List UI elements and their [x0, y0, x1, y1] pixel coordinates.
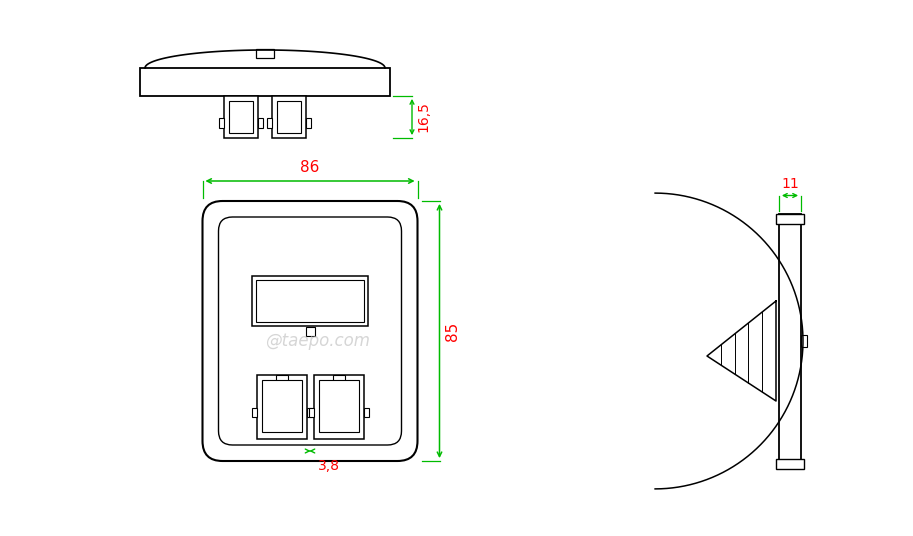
Bar: [258, 118, 263, 128]
Bar: [256, 280, 364, 322]
Text: 86: 86: [300, 160, 320, 175]
Bar: [267, 118, 272, 128]
Bar: [272, 96, 306, 138]
Bar: [251, 407, 257, 416]
Bar: [313, 375, 363, 439]
Bar: [219, 118, 224, 128]
Text: 3,8: 3,8: [318, 459, 340, 473]
Text: @taepo.com: @taepo.com: [266, 332, 371, 350]
FancyBboxPatch shape: [218, 217, 402, 445]
Bar: [363, 407, 369, 416]
Bar: [224, 96, 258, 138]
Bar: [276, 375, 288, 382]
Bar: [307, 407, 311, 416]
Bar: [261, 380, 301, 432]
Bar: [309, 407, 313, 416]
Bar: [257, 375, 307, 439]
Bar: [776, 213, 804, 224]
Bar: [229, 101, 253, 133]
Text: 85: 85: [445, 322, 459, 340]
Bar: [140, 68, 390, 96]
Bar: [306, 327, 314, 336]
FancyBboxPatch shape: [203, 201, 417, 461]
Text: 11: 11: [782, 176, 799, 190]
Bar: [779, 213, 801, 468]
Bar: [801, 335, 807, 347]
Bar: [776, 458, 804, 468]
Bar: [277, 101, 301, 133]
Text: 16,5: 16,5: [416, 101, 430, 132]
Bar: [319, 380, 359, 432]
Bar: [256, 49, 274, 58]
Bar: [332, 375, 344, 382]
Bar: [306, 118, 311, 128]
Bar: [252, 276, 368, 326]
